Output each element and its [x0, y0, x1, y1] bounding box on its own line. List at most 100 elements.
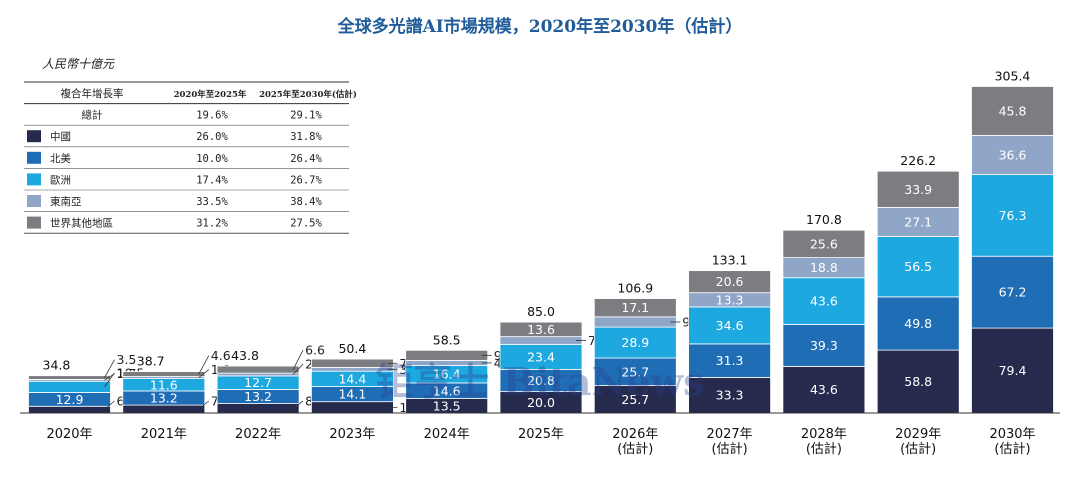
legend-swatch: [27, 130, 41, 143]
bar-segment: [876, 236, 960, 298]
segment-label: 13.5: [433, 398, 461, 413]
chart-title: 全球多光譜AI市場規模，2020年至2030年（估計）: [337, 16, 743, 37]
bar-segment: [593, 316, 677, 328]
cagr-table: 複合年增長率 2020年至2025年 2025年至2030年(估計) 總計 19.6% 2…: [24, 81, 357, 234]
row-label: 世界其他地區: [50, 217, 113, 230]
legend-swatch: [27, 173, 41, 186]
x-tick-label: 2023年: [329, 427, 375, 442]
cagr-value: 38.4%: [290, 196, 322, 208]
bar-segment: [216, 403, 300, 414]
bar-segment: [971, 255, 1054, 329]
watermark: 钜亨士 BitaNews: [376, 359, 705, 404]
legend-swatch: [27, 195, 41, 207]
table-header: 2025年至2030年(估計): [259, 89, 357, 100]
total-label: 170.8: [806, 212, 842, 227]
bar-segment: [122, 371, 206, 377]
x-tick-label: 2030年: [989, 427, 1035, 442]
cagr-value: 29.1%: [290, 110, 322, 122]
unit-label: 人民幣十億元: [42, 57, 115, 71]
label-leader: [198, 400, 210, 410]
cagr-value: 10.0%: [196, 153, 228, 165]
bar-segment: [28, 405, 111, 414]
x-tick-label: 2024年: [424, 427, 470, 442]
x-tick-sublabel: (估計): [994, 441, 1030, 457]
segment-label: 25.7: [621, 392, 649, 407]
segment-label: 49.8: [904, 316, 932, 331]
bar-segment: [593, 326, 677, 359]
cagr-value: 33.5%: [196, 196, 228, 208]
bar-segment: [499, 336, 583, 345]
total-label: 58.5: [433, 332, 461, 347]
label-leader: [104, 400, 115, 410]
segment-label: 3.5: [117, 352, 137, 367]
row-label: 歐洲: [50, 173, 71, 186]
segment-label: 28.9: [621, 335, 649, 350]
bar-segment: [876, 296, 960, 351]
segment-label: 43.6: [810, 294, 838, 309]
bar-2: 8.813.212.72.66.643.8: [216, 343, 325, 414]
x-axis: 2020年 2021年 2022年 2023年 2024年 2025年 2026年(估計)2…: [20, 412, 1060, 457]
segment-label: 17.1: [621, 300, 649, 315]
bar-segment: [499, 321, 583, 338]
segment-label: 18.8: [810, 260, 838, 275]
segment-label: 12.7: [244, 375, 272, 390]
x-tick-label: 2022年: [235, 427, 281, 442]
bar-1: 7.413.211.61.94.638.7: [122, 348, 231, 414]
segment-label: 13.3: [716, 292, 744, 307]
table-row: 總計 19.6% 29.1%: [24, 109, 349, 126]
segment-label: 58.8: [904, 374, 932, 389]
segment-label: 67.2: [999, 285, 1027, 300]
total-label: 85.0: [527, 304, 555, 319]
x-tick-label: 2027年: [707, 427, 753, 442]
row-label: 北美: [50, 152, 71, 165]
segment-label: 31.3: [716, 353, 744, 368]
bar-segment: [971, 174, 1054, 257]
bar-8: 43.6 39.3 43.6 18.8 25.6 170.8: [782, 212, 866, 414]
bar-segment: [782, 229, 866, 259]
segment-label: 20.6: [716, 274, 744, 289]
segment-label: 39.3: [810, 338, 838, 353]
segment-label: 34.6: [716, 318, 744, 333]
x-tick-sublabel: (估計): [712, 441, 748, 457]
total-label: 34.8: [43, 358, 71, 373]
segment-label: 76.3: [999, 208, 1027, 223]
bar-10: 79.4 67.2 76.3 36.6 45.8 305.4: [971, 68, 1054, 414]
segment-label: 27.1: [904, 214, 932, 229]
cagr-value: 26.0%: [196, 131, 228, 143]
segment-label: 79.4: [999, 363, 1027, 378]
total-label: 305.4: [995, 68, 1031, 83]
legend-swatch: [27, 216, 41, 229]
row-label: 總計: [82, 109, 103, 122]
bar-segment: [782, 323, 866, 367]
table-row: 北美 10.0% 26.4%: [24, 151, 349, 169]
table-row: 中國 26.0% 31.8%: [24, 130, 349, 148]
segment-label: 36.6: [999, 148, 1027, 163]
label-leader: [292, 363, 304, 375]
label-leader: [104, 373, 115, 381]
label-leader: [198, 369, 210, 378]
cagr-value: 27.5%: [290, 218, 322, 230]
cagr-value: 26.4%: [290, 153, 322, 165]
x-tick-label: 2026年: [612, 427, 658, 442]
cagr-value: 31.2%: [196, 218, 228, 230]
bar-7: 33.3 31.3 34.6 13.3 20.6 133.1: [688, 253, 771, 414]
table-row: 東南亞 33.5% 38.4%: [24, 195, 349, 212]
cagr-value: 31.8%: [290, 131, 322, 143]
bar-segment: [971, 135, 1054, 176]
bar-segment: [971, 86, 1054, 136]
segment-label: 13.2: [244, 389, 272, 404]
x-tick-sublabel: (估計): [617, 441, 653, 457]
bar-segment: [876, 170, 960, 208]
x-tick-sublabel: (估計): [900, 441, 936, 457]
legend-swatch: [27, 151, 41, 164]
bar-segment: [782, 365, 866, 414]
bar-5: 20.020.823.47.213.685.0: [499, 304, 608, 414]
table-row: 世界其他地區 31.2% 27.5%: [24, 216, 349, 234]
bar-segment: [28, 375, 111, 380]
bar-segment: [216, 365, 300, 374]
label-leader: [104, 359, 115, 378]
table-header: 2020年至2025年: [174, 89, 247, 100]
total-label: 38.7: [137, 354, 165, 369]
segment-label: 11.6: [150, 377, 178, 392]
total-label: 106.9: [617, 281, 653, 296]
